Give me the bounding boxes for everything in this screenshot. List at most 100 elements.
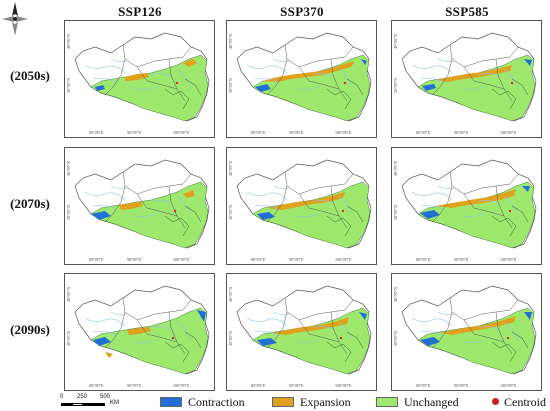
basin-boundary: [184, 78, 202, 96]
legend-item-centroid: Centroid: [486, 394, 550, 410]
longitude-label-100e: 100°0'0"E: [500, 130, 517, 135]
expansion-area: [119, 202, 143, 210]
map-panel-2090s-ssp585: 40°0'0"N 30°0'0"N 80°0'0"E 90°0'0"E 100°0'0"…: [391, 273, 542, 391]
latitude-label-40n: 40°0'0"N: [393, 34, 398, 49]
province-boundary: [168, 58, 186, 102]
contraction-area: [257, 212, 275, 220]
province-boundary: [495, 311, 513, 355]
distribution-map: [74, 285, 210, 375]
longitude-label-90e: 90°0'0"E: [127, 383, 142, 388]
river-line: [254, 78, 280, 84]
scale-segment-3: [83, 403, 105, 406]
latitude-label-30n: 30°0'0"N: [393, 331, 398, 346]
river-line: [176, 195, 192, 215]
longitude-label-80e: 80°0'0"E: [89, 383, 104, 388]
longitude-label-90e: 90°0'0"E: [289, 130, 304, 135]
legend-label: Expansion: [300, 395, 351, 409]
legend-dot-icon: [492, 398, 499, 405]
longitude-label-90e: 90°0'0"E: [127, 257, 142, 262]
longitude-label-90e: 90°0'0"E: [454, 383, 469, 388]
river-line: [296, 339, 320, 343]
centroid-marker: [343, 81, 347, 85]
longitude-label-90e: 90°0'0"E: [454, 130, 469, 135]
river-line: [134, 213, 158, 217]
river-line: [461, 213, 485, 217]
longitude-label-80e: 80°0'0"E: [89, 257, 104, 262]
centroid-marker: [339, 336, 343, 340]
river-line: [92, 331, 118, 337]
scale-unit: KM: [110, 400, 119, 406]
contraction-area: [522, 186, 530, 192]
latitude-label-40n: 40°0'0"N: [228, 161, 233, 176]
latitude-label-30n: 30°0'0"N: [393, 205, 398, 220]
province-boundary: [266, 58, 288, 96]
expansion-area: [436, 65, 512, 82]
province-boundary: [330, 185, 348, 229]
latitude-label-30n: 30°0'0"N: [66, 205, 71, 220]
province-boundary: [298, 66, 340, 90]
contraction-area: [361, 59, 367, 65]
basin-boundary: [326, 341, 352, 363]
river-line: [419, 78, 445, 84]
longitude-label-100e: 100°0'0"E: [335, 383, 352, 388]
province-boundary: [298, 319, 340, 343]
river-line: [272, 311, 290, 315]
longitude-label-90e: 90°0'0"E: [127, 130, 142, 135]
legend-item-expansion: Expansion: [272, 394, 382, 410]
contraction-area: [255, 84, 271, 92]
expansion-area: [263, 61, 355, 82]
province-boundary: [463, 66, 505, 90]
basin-boundary: [184, 205, 202, 223]
scale-tick-500: 500: [100, 394, 111, 400]
river-line: [246, 191, 288, 201]
river-line: [296, 213, 320, 217]
unchanged-area: [90, 181, 209, 249]
river-line: [84, 317, 126, 327]
river-line: [150, 326, 174, 331]
legend-label: Contraction: [188, 395, 245, 409]
latitude-label-30n: 30°0'0"N: [66, 331, 71, 346]
basin-boundary: [511, 205, 529, 223]
latitude-label-40n: 40°0'0"N: [66, 287, 71, 302]
column-header-ssp126: SSP126: [118, 4, 162, 19]
river-line: [477, 73, 501, 78]
legend-swatch: [376, 397, 398, 407]
province-boundary: [136, 193, 178, 217]
province-boundary: [463, 319, 505, 343]
basin-boundary: [346, 331, 364, 349]
north-arrow-icon: [2, 2, 28, 36]
expansion-area: [440, 316, 516, 335]
scale-segment-1: [61, 403, 72, 406]
contraction-area: [524, 59, 532, 66]
longitude-label-80e: 80°0'0"E: [89, 130, 104, 135]
contraction-area: [420, 337, 440, 346]
centroid-marker: [341, 209, 345, 213]
river-line: [254, 331, 280, 337]
legend-item-contraction: Contraction: [160, 394, 270, 410]
distribution-map: [236, 159, 372, 249]
river-line: [110, 58, 128, 62]
distribution-map: [236, 32, 372, 122]
map-panel-2090s-ssp126: 40°0'0"N 30°0'0"N 80°0'0"E 90°0'0"E 100°0'0"…: [64, 273, 215, 391]
basin-boundary: [164, 215, 190, 237]
basin-boundary: [491, 88, 517, 110]
longitude-label-80e: 80°0'0"E: [251, 130, 266, 135]
legend-item-unchanged: Unchanged: [376, 394, 486, 410]
unchanged-area: [90, 307, 209, 375]
river-line: [254, 205, 280, 211]
longitude-label-100e: 100°0'0"E: [500, 257, 517, 262]
centroid-marker: [173, 209, 177, 213]
basin-boundary: [346, 78, 364, 96]
longitude-label-100e: 100°0'0"E: [173, 257, 190, 262]
latitude-label-40n: 40°0'0"N: [393, 287, 398, 302]
river-line: [110, 185, 128, 189]
province-boundary: [431, 185, 453, 223]
longitude-label-100e: 100°0'0"E: [335, 130, 352, 135]
centroid-marker: [510, 81, 514, 85]
province-boundary: [330, 58, 348, 102]
province-boundary: [431, 58, 453, 96]
contraction-area: [257, 338, 277, 346]
river-line: [134, 339, 158, 343]
column-header-ssp370: SSP370: [280, 4, 324, 19]
river-line: [246, 64, 288, 74]
